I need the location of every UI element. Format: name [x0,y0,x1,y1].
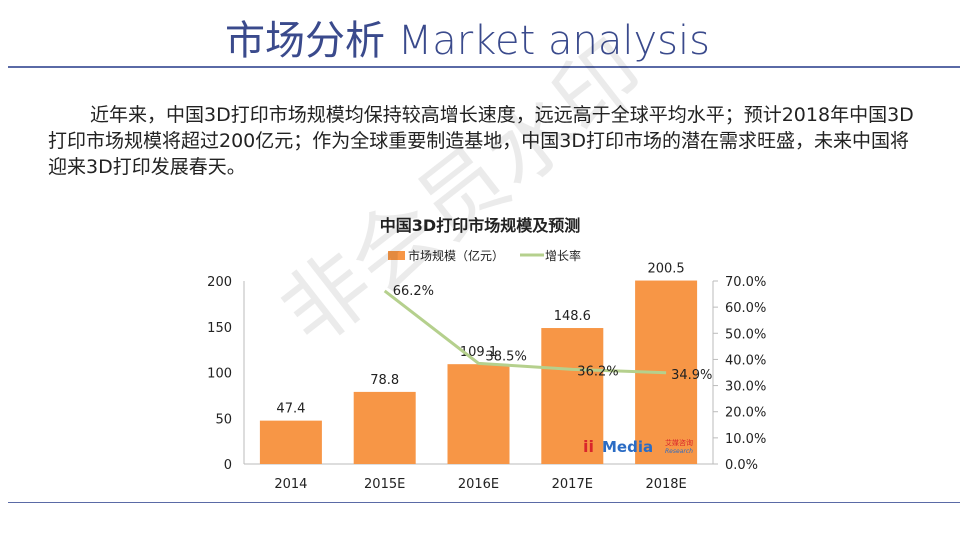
right-tick-label: 40.0% [725,353,766,368]
right-tick-label: 30.0% [725,380,766,395]
line-value-label: 36.2% [577,364,618,379]
legend-bar-swatch [388,251,405,260]
left-tick-label: 100 [207,367,232,382]
bar [541,328,604,464]
line-value-label: 34.9% [671,368,712,383]
bar-value-label: 200.5 [647,262,684,277]
right-tick-label: 60.0% [725,301,766,316]
title-divider [8,66,960,68]
bar-value-label: 78.8 [370,373,399,388]
x-tick-label: 2017E [552,477,593,492]
right-tick-label: 0.0% [725,458,758,473]
chart-title: 中国3D打印市场规模及预测 [380,216,580,235]
bottom-divider [8,502,960,503]
x-tick-label: 2016E [458,477,499,492]
bar [447,364,510,464]
x-tick-label: 2018E [645,477,686,492]
bar [259,420,322,464]
logo-mark: ii [583,437,594,456]
bar-value-label: 148.6 [554,309,591,324]
x-tick-label: 2015E [364,477,405,492]
x-tick-label: 2014 [274,477,307,492]
right-tick-label: 50.0% [725,327,766,342]
logo-cn: 艾媒咨询 [665,438,693,447]
growth-rate-line [383,289,667,375]
bar-value-label: 47.4 [276,402,305,417]
bar [353,391,416,464]
left-tick-label: 150 [207,321,232,336]
logo-text: Media [602,438,653,456]
left-tick-label: 200 [207,275,232,290]
left-tick-label: 50 [215,412,232,427]
right-tick-label: 70.0% [725,275,766,290]
line-value-label: 38.5% [486,349,527,364]
slide-title: 市场分析 Market analysis [225,18,710,64]
left-tick-label: 0 [224,458,232,473]
intro-paragraph: 近年来，中国3D打印市场规模均保持较高增长速度，远远高于全球平均水平；预计201… [48,104,914,178]
logo-research: Research [665,448,693,455]
right-tick-label: 20.0% [725,406,766,421]
legend-line-label: 增长率 [545,248,581,263]
right-tick-label: 10.0% [725,432,766,447]
line-value-label: 66.2% [393,284,434,299]
legend-bar-label: 市场规模（亿元） [408,248,504,263]
